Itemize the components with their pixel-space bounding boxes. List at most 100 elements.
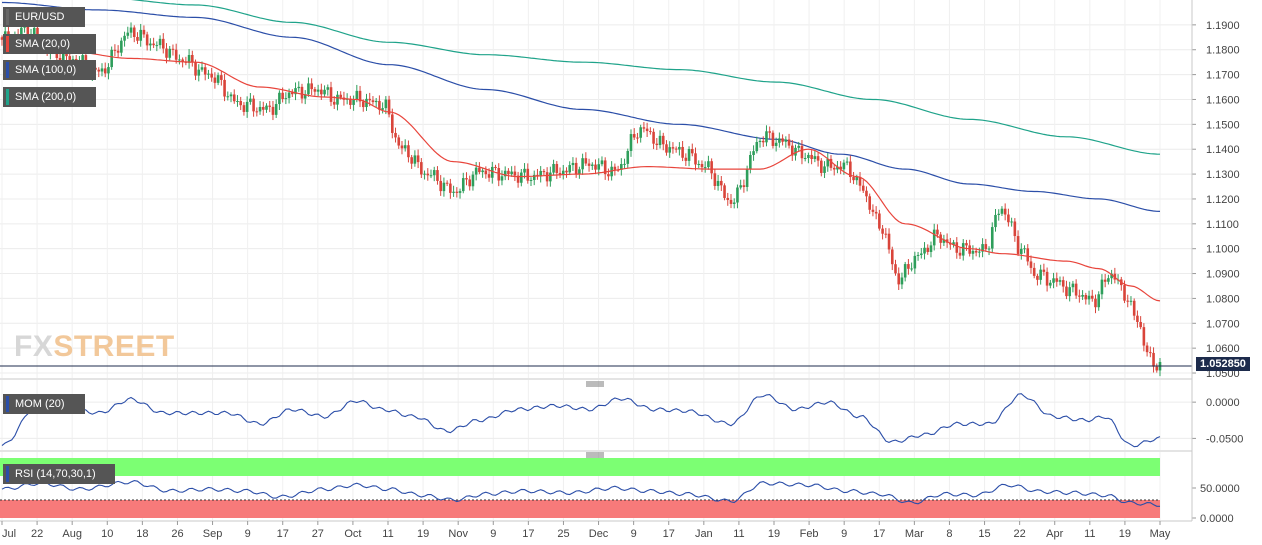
candle-body bbox=[445, 182, 449, 184]
mom-line bbox=[1, 393, 1161, 448]
candle-body bbox=[974, 250, 978, 253]
candle-body bbox=[129, 27, 133, 33]
candle-body bbox=[203, 67, 207, 75]
y-tick-label: 1.0600 bbox=[1206, 343, 1240, 355]
candle-body bbox=[1107, 278, 1110, 282]
candle-body bbox=[587, 163, 591, 166]
rsi-axis: 50.0000 0.0000 bbox=[1192, 483, 1240, 525]
candle-body bbox=[271, 106, 275, 115]
sma20-legend[interactable]: SMA (20,0) bbox=[3, 34, 96, 54]
candle-body bbox=[232, 94, 236, 102]
candle-body bbox=[165, 48, 168, 58]
candle-body bbox=[726, 197, 730, 200]
candle-body bbox=[1026, 248, 1030, 262]
candle-body bbox=[655, 143, 659, 146]
candle-body bbox=[642, 127, 646, 129]
candle-body bbox=[239, 100, 242, 106]
candle-body bbox=[671, 147, 675, 149]
candle-body bbox=[226, 96, 230, 98]
y-tick-label: 1.1700 bbox=[1206, 70, 1240, 82]
candle-body bbox=[339, 94, 342, 98]
sma200-legend[interactable]: SMA (200,0) bbox=[3, 87, 96, 107]
candle-body bbox=[1081, 294, 1084, 297]
x-tick-label: 25 bbox=[557, 528, 569, 540]
candle-body bbox=[313, 89, 317, 92]
candle-body bbox=[255, 111, 259, 113]
candle-body bbox=[1090, 295, 1094, 299]
x-tick-label: 22 bbox=[1014, 528, 1026, 540]
mom-legend[interactable]: MOM (20) bbox=[3, 394, 85, 414]
candle-body bbox=[461, 178, 465, 192]
candle-body bbox=[194, 62, 197, 76]
candle-body bbox=[410, 157, 413, 164]
candle-body bbox=[1097, 294, 1101, 308]
rsi-legend[interactable]: RSI (14,70,30,1) bbox=[3, 464, 115, 484]
candle-body bbox=[242, 105, 246, 112]
y-tick-label: 1.0500 bbox=[1206, 368, 1240, 380]
candle-body bbox=[1100, 279, 1104, 295]
candle-body bbox=[752, 151, 755, 155]
candle-body bbox=[1132, 300, 1136, 316]
x-tick-label: 10 bbox=[101, 528, 113, 540]
candle-body bbox=[1013, 221, 1017, 237]
candle-body bbox=[449, 183, 452, 193]
candle-body bbox=[920, 253, 923, 255]
candle-body bbox=[1065, 286, 1068, 297]
candle-body bbox=[1036, 275, 1039, 280]
candle-body bbox=[749, 154, 752, 170]
sma100-legend[interactable]: SMA (100,0) bbox=[3, 60, 96, 80]
candle-body bbox=[297, 86, 301, 89]
candle-body bbox=[1087, 295, 1091, 300]
candle-body bbox=[652, 131, 655, 144]
candle-body bbox=[229, 94, 233, 97]
candle-body bbox=[1155, 366, 1159, 371]
x-tick-label: 19 bbox=[768, 528, 780, 540]
candle-body bbox=[174, 49, 178, 60]
candle-body bbox=[1045, 271, 1049, 286]
mom-axis: 0.0000 -0.0500 bbox=[1192, 397, 1243, 445]
sma20-swatch bbox=[6, 36, 9, 52]
instrument-label[interactable]: EUR/USD bbox=[3, 7, 85, 27]
candle-body bbox=[265, 105, 268, 110]
candle-body bbox=[600, 160, 604, 165]
candle-body bbox=[20, 27, 23, 35]
candle-body bbox=[826, 158, 830, 167]
x-tick-label: 11 bbox=[733, 528, 744, 540]
y-tick-label: 1.1400 bbox=[1206, 144, 1240, 156]
pane-resize-handle[interactable] bbox=[586, 452, 604, 458]
candle-body bbox=[397, 137, 401, 146]
candle-body bbox=[913, 255, 917, 269]
candle-body bbox=[213, 77, 217, 83]
candle-body bbox=[220, 75, 223, 80]
candle-body bbox=[481, 170, 484, 173]
candle-body bbox=[852, 176, 855, 181]
candle-body bbox=[703, 167, 707, 169]
candle-body bbox=[1007, 214, 1010, 223]
candle-body bbox=[1145, 345, 1149, 353]
candle-body bbox=[594, 164, 597, 170]
candle-body bbox=[394, 132, 397, 138]
candle-body bbox=[423, 173, 426, 175]
candle-body bbox=[761, 140, 765, 143]
candle-body bbox=[420, 162, 423, 175]
mom-swatch bbox=[6, 396, 9, 412]
candle-body bbox=[765, 131, 768, 143]
candle-body bbox=[839, 166, 842, 170]
candle-body bbox=[436, 170, 439, 181]
candle-body bbox=[613, 166, 617, 170]
candle-body bbox=[510, 171, 513, 175]
candle-body bbox=[690, 148, 694, 154]
candle-body bbox=[361, 101, 365, 108]
candle-body bbox=[494, 166, 497, 169]
candle-body bbox=[1110, 273, 1113, 279]
x-tick-label: 9 bbox=[245, 528, 251, 540]
candle-body bbox=[678, 146, 681, 150]
candle-body bbox=[252, 98, 255, 112]
candle-body bbox=[355, 90, 359, 100]
candle-body bbox=[803, 158, 807, 160]
candle-body bbox=[120, 40, 123, 53]
pane-resize-handle[interactable] bbox=[586, 381, 604, 387]
candle-body bbox=[903, 264, 907, 278]
candle-body bbox=[1000, 208, 1004, 214]
candle-body bbox=[942, 239, 946, 243]
